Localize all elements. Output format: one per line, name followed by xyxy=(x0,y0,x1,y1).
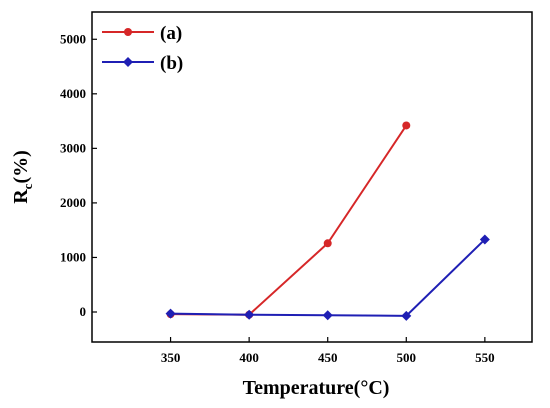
x-axis-title: Temperature(°C) xyxy=(243,377,390,399)
data-point xyxy=(401,310,412,321)
y-axis-title-main: R xyxy=(10,189,32,204)
legend-item-0: (a) xyxy=(102,23,182,44)
y-tick-label: 2000 xyxy=(60,195,86,210)
series-line-1 xyxy=(170,238,486,317)
plot-frame xyxy=(91,11,533,343)
data-point xyxy=(479,234,490,245)
data-point xyxy=(244,309,255,320)
y-axis-title-subscript: c xyxy=(20,183,35,189)
data-point xyxy=(322,310,333,321)
x-tick-label: 350 xyxy=(161,350,181,365)
x-axis: 350 400 450 500 550 xyxy=(161,337,495,365)
y-tick-label: 1000 xyxy=(60,249,86,264)
data-point xyxy=(323,239,332,248)
data-point xyxy=(165,308,176,319)
y-tick-label: 0 xyxy=(80,304,87,319)
y-tick-label: 4000 xyxy=(60,86,86,101)
legend-label: (a) xyxy=(160,23,182,44)
series-0 xyxy=(166,121,411,319)
y-axis-title-rest: (%) xyxy=(10,150,32,183)
legend-swatch-marker xyxy=(124,28,132,36)
y-axis-title: Rc(%) xyxy=(10,150,35,204)
data-point xyxy=(402,121,411,130)
legend: (a) (b) xyxy=(102,23,183,74)
legend-label: (b) xyxy=(160,53,183,74)
x-tick-label: 500 xyxy=(397,350,417,365)
x-tick-label: 550 xyxy=(475,350,495,365)
x-tick-label: 450 xyxy=(318,350,338,365)
x-tick-label: 400 xyxy=(239,350,259,365)
series-1 xyxy=(165,234,490,321)
y-tick-label: 3000 xyxy=(60,140,86,155)
legend-swatch-marker xyxy=(123,57,133,67)
y-tick-label: 5000 xyxy=(60,31,86,46)
legend-item-1: (b) xyxy=(102,53,183,74)
y-axis: 0 1000 2000 3000 4000 5000 xyxy=(60,31,97,319)
series-layer xyxy=(165,121,490,321)
series-line-0 xyxy=(170,124,408,316)
